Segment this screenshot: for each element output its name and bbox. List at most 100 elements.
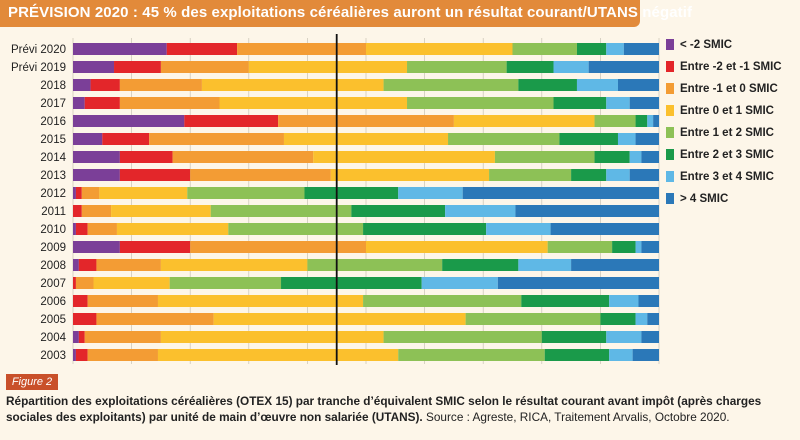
bar-segment [594,151,630,163]
caption-bold: Répartition des exploitations céréalière… [6,394,762,424]
bar-segment [73,277,76,289]
bar-segment [647,313,659,325]
chart-title: PRÉVISION 2020 : 45 % des exploitations … [8,4,693,21]
bar-segment [73,187,76,199]
bar-segment [448,133,560,145]
legend-swatch [666,127,674,138]
bar-segment [219,97,408,109]
bar-segment [407,97,554,109]
bar-segment [149,133,284,145]
bar-segment [119,97,220,109]
bar-segment [73,151,120,163]
bar-segment [157,295,364,307]
bar-segment [521,295,610,307]
bar-segment [383,79,519,91]
bar-segment [363,295,522,307]
bar-segment [172,151,314,163]
bar-segment [623,43,659,55]
y-tick-label: Prévi 2019 [11,62,66,74]
bar-segment [213,313,466,325]
bar-segment [73,61,115,73]
legend-label: Entre -2 et -1 SMIC [680,61,782,73]
legend-swatch [666,39,674,50]
bar-segment [635,133,659,145]
y-tick-label: 2013 [40,170,66,182]
bar-segment [553,97,607,109]
bar-segment [559,133,618,145]
bar-segment [75,277,94,289]
bar-segment [210,205,352,217]
bar-segment [638,295,659,307]
figure-label: Figure 2 [6,374,58,390]
bar-segment [465,313,601,325]
bar-segment [629,97,659,109]
bar-segment [588,61,659,73]
bar-segment [166,43,238,55]
y-tick-label: 2006 [40,296,66,308]
bar-segment [87,295,158,307]
bar-segment [553,61,589,73]
y-tick-label: 2007 [40,278,66,290]
bar-segment [512,43,577,55]
bar-segment [281,277,422,289]
bar-segment [629,169,659,181]
bar-segment [228,223,364,235]
bar-segment [612,241,636,253]
bar-segment [87,349,158,361]
bar-segment [73,79,91,91]
bar-segment [248,61,408,73]
bar-segment [576,43,607,55]
bar-segment [78,331,85,343]
bar-segment [81,205,112,217]
bar-segment [96,313,214,325]
bar-segment [84,97,120,109]
bar-segment [73,223,76,235]
bar-segment [160,61,249,73]
y-tick-label: 2012 [40,188,66,200]
bar-segment [330,169,490,181]
bar-segment [78,259,97,271]
header: PRÉVISION 2020 : 45 % des exploitations … [0,0,800,29]
bar-segment [190,169,331,181]
bar-segment [398,187,463,199]
bar-segment [617,79,659,91]
title-bar: PRÉVISION 2020 : 45 % des exploitations … [0,0,692,27]
y-tick-label: 2009 [40,242,66,254]
bar-segment [635,313,648,325]
y-tick-label: 2014 [40,152,66,164]
bar-segment [73,133,103,145]
bar-segment [190,241,366,253]
bar-segment [609,295,639,307]
legend-swatch [666,193,674,204]
legend-label: < -2 SMIC [680,39,732,51]
figure-caption: Répartition des exploitations céréalière… [6,393,794,425]
bar-segment [547,241,613,253]
bar-segment [594,115,636,127]
bar-segment [462,187,659,199]
bar-segment [187,187,305,199]
bar-segment [351,205,446,217]
bar-segment [366,43,513,55]
bar-segment [398,349,545,361]
legend-label: Entre 0 et 1 SMIC [680,105,774,117]
bar-segment [363,223,487,235]
bar-segment [571,169,607,181]
bar-segment [278,115,454,127]
y-tick-label: 2003 [40,350,66,362]
bar-segment [617,133,636,145]
bar-segment [635,115,648,127]
caption-source: Source : Agreste, RICA, Traitement Arval… [426,410,730,424]
legend-swatch [666,149,674,160]
bar-segment [489,169,572,181]
bar-segment [635,241,642,253]
bar-segment [506,61,554,73]
bar-segment [73,259,79,271]
bar-segment [576,79,618,91]
bar-segment [544,349,610,361]
y-tick-label: 2018 [40,80,66,92]
y-tick-label: 2005 [40,314,66,326]
bar-segment [550,223,659,235]
bar-segment [160,259,308,271]
bar-segment [160,331,384,343]
legend-label: > 4 SMIC [680,193,728,205]
